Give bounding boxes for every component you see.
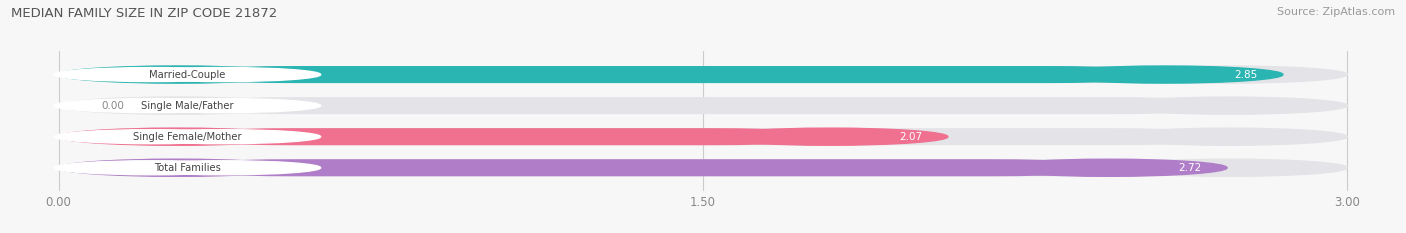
Circle shape: [1111, 66, 1347, 83]
Circle shape: [127, 130, 321, 144]
Text: Source: ZipAtlas.com: Source: ZipAtlas.com: [1277, 7, 1395, 17]
Circle shape: [59, 128, 295, 145]
FancyBboxPatch shape: [127, 99, 247, 113]
FancyBboxPatch shape: [127, 130, 247, 144]
Circle shape: [59, 159, 295, 176]
Text: 2.85: 2.85: [1234, 70, 1257, 79]
Circle shape: [127, 68, 321, 82]
Circle shape: [127, 99, 321, 113]
Circle shape: [59, 159, 295, 176]
Circle shape: [55, 99, 247, 113]
Circle shape: [59, 128, 295, 145]
Circle shape: [991, 159, 1227, 176]
Circle shape: [1111, 128, 1347, 145]
FancyBboxPatch shape: [177, 97, 1229, 114]
Circle shape: [127, 161, 321, 175]
FancyBboxPatch shape: [177, 66, 1229, 83]
Circle shape: [55, 68, 247, 82]
Circle shape: [1111, 97, 1347, 114]
FancyBboxPatch shape: [177, 66, 1164, 83]
FancyBboxPatch shape: [127, 161, 247, 175]
FancyBboxPatch shape: [127, 68, 247, 82]
FancyBboxPatch shape: [177, 159, 1229, 176]
Circle shape: [1111, 159, 1347, 176]
Circle shape: [55, 130, 247, 144]
Circle shape: [711, 128, 948, 145]
Circle shape: [59, 66, 295, 83]
FancyBboxPatch shape: [177, 159, 1109, 176]
Text: Single Female/Mother: Single Female/Mother: [134, 132, 242, 142]
Circle shape: [55, 161, 247, 175]
Text: Total Families: Total Families: [155, 163, 221, 173]
Text: Single Male/Father: Single Male/Father: [141, 101, 233, 111]
Circle shape: [1046, 66, 1282, 83]
Text: 0.00: 0.00: [101, 101, 124, 111]
Circle shape: [59, 66, 295, 83]
FancyBboxPatch shape: [177, 128, 830, 145]
Text: MEDIAN FAMILY SIZE IN ZIP CODE 21872: MEDIAN FAMILY SIZE IN ZIP CODE 21872: [11, 7, 277, 20]
FancyBboxPatch shape: [177, 128, 1229, 145]
Circle shape: [59, 97, 295, 114]
Text: 2.72: 2.72: [1178, 163, 1201, 173]
Text: 2.07: 2.07: [898, 132, 922, 142]
Text: Married-Couple: Married-Couple: [149, 70, 225, 79]
